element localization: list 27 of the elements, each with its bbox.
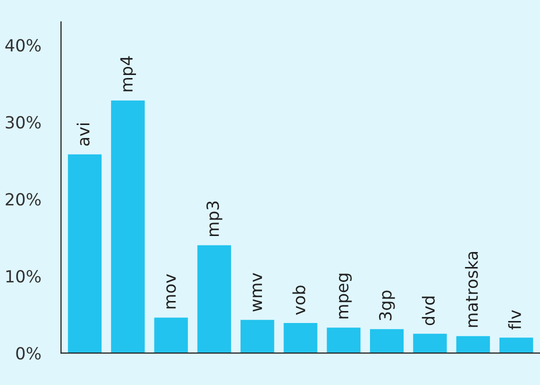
x-tick-label: mp4 — [120, 56, 136, 92]
x-tick-label: avi — [76, 124, 90, 146]
x-tick-label: flv — [508, 310, 521, 330]
x-tick-label: dvd — [422, 296, 435, 326]
x-tick-label: mov — [166, 274, 176, 308]
bar — [456, 336, 490, 354]
x-tick-label: mpeg — [338, 274, 352, 318]
x-tick-label: mp3 — [206, 201, 222, 236]
y-tick-label: 40% — [5, 39, 41, 52]
x-tick-label: vob — [292, 286, 306, 315]
y-tick-label: 30% — [6, 116, 41, 129]
bar — [413, 334, 447, 354]
bar — [326, 328, 360, 354]
bar — [154, 318, 188, 354]
bar — [197, 245, 232, 354]
bar — [284, 323, 318, 354]
bar — [240, 320, 274, 354]
bar — [111, 100, 145, 354]
x-tick-label: 3gp — [379, 290, 395, 320]
bar — [68, 154, 102, 354]
y-tick-label: 20% — [6, 193, 41, 206]
y-tick-label: 10% — [6, 270, 41, 283]
x-tick-label: wmv — [252, 273, 262, 312]
x-tick-label: matroska — [465, 252, 478, 327]
bar — [370, 329, 404, 354]
bar — [499, 338, 534, 354]
y-tick-label: 0% — [16, 347, 41, 360]
